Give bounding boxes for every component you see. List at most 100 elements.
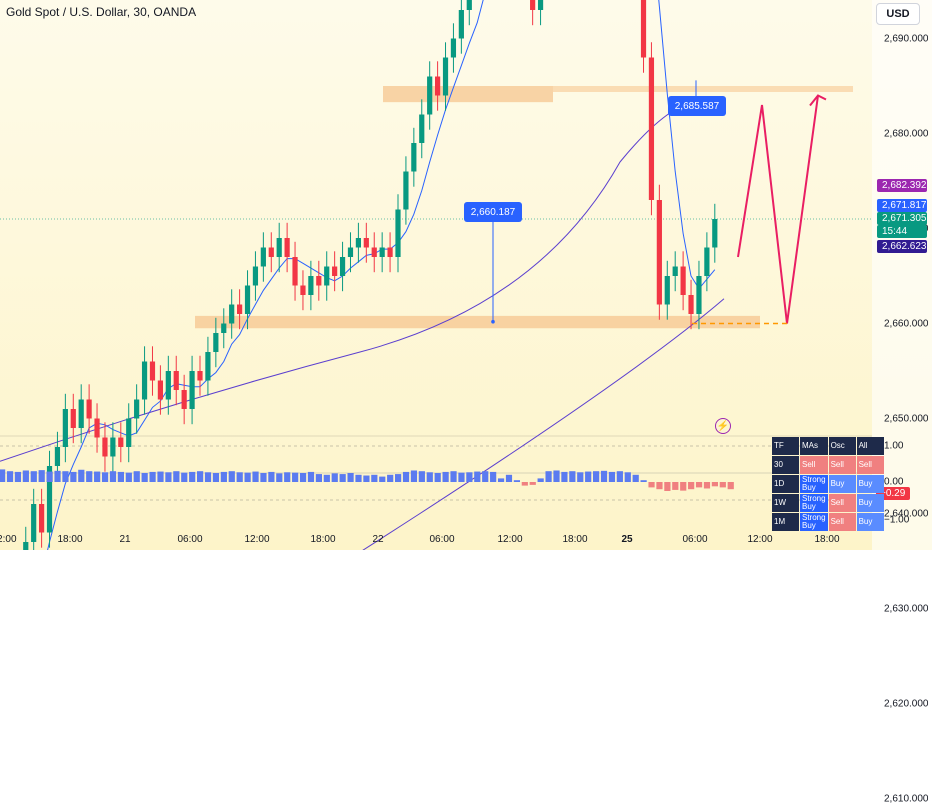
candle-body <box>252 266 259 286</box>
oscillator-bar <box>204 472 212 482</box>
oscillator-bar <box>347 473 354 482</box>
projection-arrow-icon <box>809 94 827 107</box>
callout-2685: 2,685.587 <box>668 96 726 116</box>
oscillator-bar <box>529 482 536 485</box>
candle-body <box>181 390 187 409</box>
x-tick-label: 18:00 <box>310 534 336 545</box>
oscillator-bar <box>181 472 188 482</box>
candle-body <box>656 200 662 305</box>
osc-tick-bottom: −1.00 <box>884 514 910 526</box>
candle-body <box>221 323 227 333</box>
oscillator-bar <box>537 478 544 482</box>
candle-body <box>229 304 235 324</box>
oscillator-bar <box>268 471 275 482</box>
oscillator-bar <box>125 472 132 482</box>
x-tick-label: 18:00 <box>57 534 83 545</box>
oscillator-bar <box>14 471 22 482</box>
y-tick-label: 2,630.000 <box>884 603 929 614</box>
oscillator-bar <box>6 471 14 482</box>
price-label: 2,662.623 <box>877 240 927 253</box>
oscillator-bar <box>616 471 623 482</box>
y-tick-label: 2,660.000 <box>884 318 929 329</box>
oscillator-bar <box>395 474 402 482</box>
y-tick-label: 2,690.000 <box>884 33 929 44</box>
candle-body <box>284 238 290 257</box>
oscillator-bar <box>109 471 117 482</box>
y-tick-label: 2,650.000 <box>884 413 929 424</box>
ma-mid-line <box>0 100 725 462</box>
oscillator-bar <box>260 473 267 482</box>
y-tick-label: 2,620.000 <box>884 698 929 709</box>
row-all: Buy <box>856 475 884 493</box>
th-mas: MAs <box>800 437 828 455</box>
oscillator-bar <box>434 473 441 482</box>
oscillator-bar <box>561 471 568 482</box>
candle-body <box>46 466 53 533</box>
chart-title: Gold Spot / U.S. Dollar, 30, OANDA <box>6 5 197 19</box>
oscillator-bar <box>54 470 61 482</box>
candle-body <box>530 0 536 10</box>
technical-rating-table: TF MAs Osc All 30 Sell Sell Sell 1D Stro… <box>771 436 885 532</box>
oscillator-bar <box>117 471 124 482</box>
candle-body <box>458 10 464 39</box>
lightning-icon[interactable]: ⚡ <box>715 418 731 434</box>
oscillator-bar <box>339 474 346 482</box>
oscillator-bar <box>220 471 227 482</box>
ma-slow-line <box>362 298 725 550</box>
x-tick-label: 12:00 <box>0 534 17 545</box>
oscillator-bar <box>632 474 639 482</box>
oscillator-bar <box>719 482 726 488</box>
oscillator-bar <box>371 474 378 482</box>
zone-rect <box>383 86 553 103</box>
candle-body <box>205 352 211 381</box>
oscillator-bar <box>521 482 528 486</box>
oscillator-bar <box>466 472 473 482</box>
candle-body <box>39 504 45 533</box>
row-osc: Sell <box>828 456 856 474</box>
oscillator-bar <box>608 471 616 482</box>
y-tick-label: 2,680.000 <box>884 128 929 139</box>
oscillator-bar <box>276 473 283 482</box>
candle-body <box>94 418 100 438</box>
chart-area[interactable] <box>0 0 932 550</box>
oscillator-bar <box>450 471 457 482</box>
oscillator-bar <box>418 471 425 482</box>
candle-body <box>268 247 274 257</box>
x-tick-label: 06:00 <box>429 534 455 545</box>
candle-body <box>189 371 195 409</box>
oscillator-bar <box>474 471 481 482</box>
currency-button[interactable]: USD <box>876 3 920 25</box>
candle-body <box>54 447 61 466</box>
candle-body <box>197 371 203 381</box>
th-all: All <box>856 437 884 455</box>
candle-body <box>403 171 409 210</box>
oscillator-bar <box>672 482 679 490</box>
candle-body <box>126 418 132 447</box>
oscillator-bar <box>252 471 259 482</box>
oscillator-bar <box>593 471 600 482</box>
oscillator-bar <box>577 472 584 482</box>
oscillator-bar <box>727 482 734 490</box>
candle-body <box>371 247 377 257</box>
oscillator-bar <box>585 471 592 482</box>
row-all: Buy <box>856 494 884 512</box>
candle-body <box>450 38 457 58</box>
oscillator-bar <box>70 471 77 482</box>
oscillator-bar <box>402 471 410 482</box>
oscillator-bar <box>149 471 156 482</box>
oscillator-bar <box>688 482 695 490</box>
oscillator-bar <box>490 471 497 482</box>
candle-body <box>419 114 425 143</box>
oscillator-bar <box>497 478 505 482</box>
price-label: 2,682.392 <box>877 179 927 192</box>
oscillator-bar <box>442 471 449 482</box>
candle-body <box>395 209 401 257</box>
oscillator-bar <box>133 471 140 482</box>
oscillator-bar <box>680 482 687 491</box>
oscillator-bar <box>379 476 386 482</box>
oscillator-bar <box>244 472 251 482</box>
candle-body <box>427 76 433 115</box>
oscillator-bar <box>315 474 322 482</box>
osc-current-value: −0.29 <box>876 487 910 500</box>
x-tick-label: 12:00 <box>497 534 523 545</box>
